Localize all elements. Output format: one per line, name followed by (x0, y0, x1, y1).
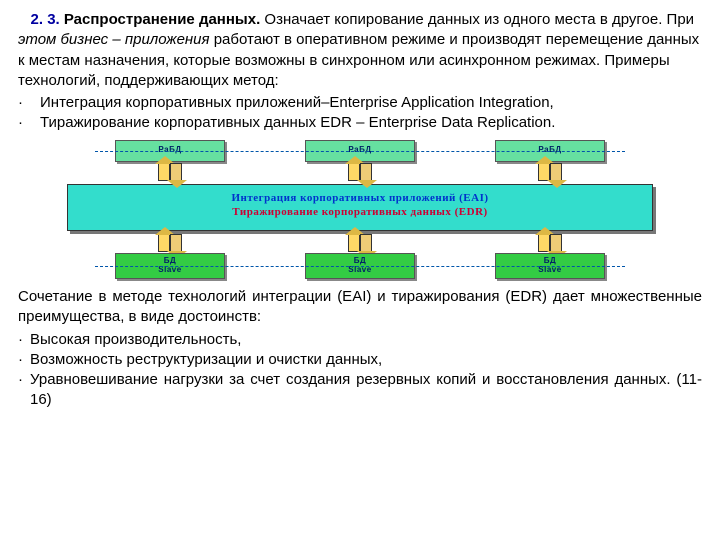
bi-arrow-icon (348, 163, 372, 181)
heading-number: 2. 3. (31, 11, 60, 28)
bullet-item: · Интеграция корпоративных приложений–En… (18, 93, 702, 113)
arrow-row-top (55, 163, 665, 181)
intro-part1: Означает копирование данных из одного ме… (264, 11, 694, 28)
bullet-dot-icon: · (18, 330, 30, 350)
dash-line-bottom (95, 266, 625, 267)
bullet-item: · Уравновешивание нагрузки за счет созда… (18, 370, 702, 411)
bullet-dot-icon: · (18, 370, 30, 411)
bi-arrow-icon (158, 234, 182, 252)
data-distribution-diagram: РаБД РаБД РаБД Интеграция корпоративных … (55, 140, 665, 280)
bullet-item: · Возможность реструктуризации и очистки… (18, 350, 702, 370)
bi-arrow-icon (538, 234, 562, 252)
bullet-dot-icon: · (18, 113, 40, 133)
arrow-row-bottom (55, 234, 665, 252)
heading-title: Распространение данных. (64, 11, 260, 28)
bi-arrow-icon (348, 234, 372, 252)
dash-line-top (95, 151, 625, 152)
bullet-text: Тиражирование корпоративных данных EDR –… (40, 113, 555, 133)
bullet-dot-icon: · (18, 350, 30, 370)
bullet-item: · Тиражирование корпоративных данных EDR… (18, 113, 702, 133)
bullet-dot-icon: · (18, 93, 40, 113)
bullet-text: Высокая производительность, (30, 330, 241, 350)
bi-arrow-icon (158, 163, 182, 181)
bullet-item: · Высокая производительность, (18, 330, 702, 350)
bullet-text: Интеграция корпоративных приложений–Ente… (40, 93, 554, 113)
intro-paragraph: 2. 3. Распространение данных. Означает к… (18, 10, 702, 91)
after-paragraph: Сочетание в методе технологий интеграции… (18, 287, 702, 328)
bullet-text: Уравновешивание нагрузки за счет создани… (30, 370, 702, 411)
band-line-2: Тиражирование корпоративных данных (EDR) (72, 205, 648, 220)
bullet-text: Возможность реструктуризации и очистки д… (30, 350, 382, 370)
middle-band: Интеграция корпоративных приложений (EAI… (67, 184, 653, 232)
bi-arrow-icon (538, 163, 562, 181)
band-line-1: Интеграция корпоративных приложений (EAI… (72, 191, 648, 206)
intro-italic: этом бизнес – приложения (18, 31, 210, 48)
